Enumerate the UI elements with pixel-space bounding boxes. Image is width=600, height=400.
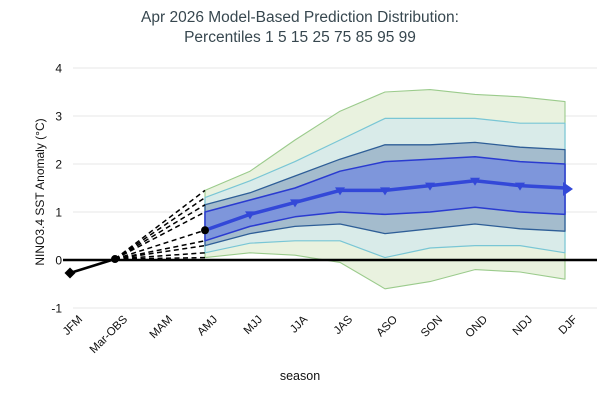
x-tick-label: MJJ — [242, 314, 265, 337]
fan-dashed-line — [114, 256, 206, 260]
forecast-start-dot — [201, 226, 209, 235]
fan-dashed-line — [114, 252, 206, 260]
observed-circle-marker — [111, 255, 119, 264]
fan-dashed-line — [114, 244, 206, 260]
median-triangle-marker — [290, 199, 300, 208]
fan-dashed-line — [114, 229, 206, 260]
y-tick-label: 2 — [55, 158, 62, 172]
x-tick-label: ASO — [374, 314, 400, 340]
median-triangle-marker — [380, 187, 390, 196]
observed-diamond-marker — [64, 267, 76, 279]
fan-dashed-line — [114, 189, 206, 260]
x-tick-label: SON — [419, 314, 445, 340]
x-tick-label: AMJ — [195, 314, 220, 339]
y-tick-label: -1 — [51, 302, 62, 316]
fan-dashed-line — [114, 240, 206, 260]
median-triangle-marker — [335, 187, 345, 196]
median-triangle-marker — [245, 211, 255, 220]
y-tick-label: 1 — [55, 206, 62, 220]
x-tick-label: Mar-OBS — [88, 313, 131, 356]
fan-dashed-line — [114, 204, 206, 260]
x-tick-label: DJF — [557, 314, 580, 337]
median-triangle-marker — [470, 177, 480, 186]
y-tick-label: 3 — [55, 110, 62, 124]
x-axis-title: season — [279, 369, 321, 383]
observed-line — [69, 257, 116, 275]
y-tick-label: 4 — [55, 62, 62, 76]
x-tick-label: JJA — [288, 313, 310, 335]
x-tick-label: JAS — [332, 313, 356, 337]
median-end-arrow-marker — [563, 182, 573, 196]
fan-dashed-line — [114, 196, 206, 260]
chart-title: Apr 2026 Model-Based Prediction Distribu… — [0, 8, 600, 48]
chart-title-line2: Percentiles 1 5 15 25 75 85 95 99 — [184, 29, 416, 47]
y-tick-label: 0 — [55, 254, 62, 268]
median-triangle-marker — [425, 182, 435, 191]
median-triangle-marker — [515, 182, 525, 191]
chart-title-line1: Apr 2026 Model-Based Prediction Distribu… — [141, 9, 459, 26]
x-tick-label: NDJ — [511, 314, 535, 338]
x-tick-label: MAM — [148, 314, 175, 341]
x-tick-label: JFM — [61, 314, 85, 338]
x-tick-label: OND — [464, 314, 491, 341]
y-axis-title: NINO3.4 SST Anomaly (°C) — [33, 118, 47, 266]
